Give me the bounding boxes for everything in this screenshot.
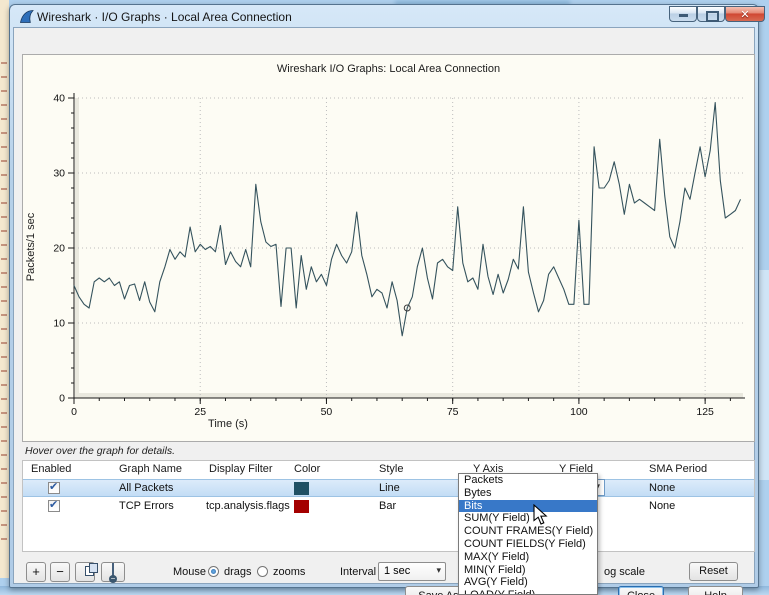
- color-swatch[interactable]: [294, 482, 309, 495]
- mouse-drags-radio[interactable]: [208, 566, 219, 577]
- mouse-label: Mouse: [173, 566, 207, 578]
- graphs-table[interactable]: Enabled Graph Name Display Filter Color …: [22, 460, 755, 552]
- svg-text:10: 10: [53, 318, 65, 330]
- dialog-content: Wireshark I/O Graphs: Local Area Connect…: [13, 27, 755, 595]
- dropdown-item[interactable]: MAX(Y Field): [464, 550, 530, 563]
- dropdown-item[interactable]: Packets: [464, 474, 504, 486]
- col-header-y-field[interactable]: Y Field: [559, 463, 594, 475]
- dropdown-item[interactable]: Bits: [459, 499, 597, 513]
- dropdown-item[interactable]: COUNT FRAMES(Y Field): [464, 525, 594, 538]
- col-header-graph-name[interactable]: Graph Name: [119, 463, 182, 475]
- svg-text:125: 125: [696, 406, 714, 418]
- graph-name-cell[interactable]: All Packets: [119, 482, 174, 494]
- svg-text:0: 0: [59, 393, 65, 405]
- style-cell[interactable]: Line: [379, 482, 400, 494]
- minimize-button[interactable]: [669, 6, 697, 22]
- reset-button[interactable]: Reset: [689, 562, 738, 581]
- chart-panel: Wireshark I/O Graphs: Local Area Connect…: [22, 54, 755, 442]
- interval-combobox[interactable]: 1 sec ▾: [378, 562, 446, 581]
- table-row[interactable]: TCP Errors tcp.analysis.flags Bar None: [23, 498, 754, 516]
- background-bottom-sliver: [0, 586, 769, 595]
- style-cell[interactable]: Bar: [379, 500, 397, 512]
- dropdown-item[interactable]: LOAD(Y Field): [459, 589, 597, 594]
- enabled-checkbox[interactable]: [48, 480, 60, 494]
- col-header-enabled[interactable]: Enabled: [31, 463, 72, 475]
- svg-text:20: 20: [53, 243, 65, 255]
- log-scale-label-clipped[interactable]: og scale: [604, 566, 645, 578]
- background-text-marks: [1, 60, 7, 540]
- titlebar[interactable]: Wireshark · I/O Graphs · Local Area Conn…: [10, 5, 765, 28]
- hover-hint: Hover over the graph for details.: [25, 445, 175, 457]
- y-axis-dropdown-list: Packets Bytes Bits SUM(Y Field) COUNT FR…: [458, 473, 598, 595]
- zooms-label: zooms: [273, 566, 306, 578]
- svg-text:75: 75: [447, 406, 459, 418]
- col-header-display-filter[interactable]: Display Filter: [209, 463, 273, 475]
- dropdown-item[interactable]: SUM(Y Field): [464, 512, 530, 525]
- background-window-left-sliver: [0, 0, 9, 578]
- wireshark-icon: [20, 10, 34, 23]
- io-graph-plot[interactable]: 0 10 20 30 40 0 25 50 75 100 125: [23, 55, 754, 441]
- close-window-button[interactable]: ✕: [725, 6, 765, 22]
- clear-graphs-button[interactable]: [101, 562, 125, 582]
- interval-label: Interval: [340, 566, 377, 578]
- svg-text:100: 100: [570, 406, 588, 418]
- col-header-y-axis[interactable]: Y Axis: [473, 463, 504, 475]
- col-header-style[interactable]: Style: [379, 463, 404, 475]
- col-header-sma-period[interactable]: SMA Period: [649, 463, 708, 475]
- help-button[interactable]: Help: [688, 586, 743, 595]
- svg-text:30: 30: [53, 168, 65, 180]
- sma-period-cell[interactable]: None: [649, 500, 676, 512]
- enabled-checkbox[interactable]: [48, 498, 60, 512]
- remove-graph-button[interactable]: −: [50, 562, 70, 582]
- dropdown-item[interactable]: AVG(Y Field): [464, 576, 528, 589]
- table-header-row: Enabled Graph Name Display Filter Color …: [23, 461, 754, 480]
- table-row[interactable]: All Packets Line None: [23, 479, 754, 497]
- sma-period-cell[interactable]: None: [649, 482, 676, 494]
- clear-list-icon: [112, 563, 114, 580]
- x-axis-label: Time (s): [208, 418, 248, 430]
- svg-text:0: 0: [71, 406, 77, 418]
- svg-text:40: 40: [53, 93, 65, 105]
- mouse-cursor: [533, 504, 548, 525]
- color-swatch[interactable]: [294, 500, 309, 513]
- dropdown-item[interactable]: MIN(Y Field): [464, 563, 526, 576]
- window-title: Wireshark · I/O Graphs · Local Area Conn…: [37, 10, 292, 24]
- close-button[interactable]: Close: [618, 586, 664, 595]
- col-header-color[interactable]: Color: [294, 463, 321, 475]
- maximize-button[interactable]: [697, 6, 725, 22]
- mouse-zooms-radio[interactable]: [257, 566, 268, 577]
- drags-label: drags: [224, 566, 252, 578]
- minimize-icon: [679, 14, 688, 17]
- svg-text:25: 25: [194, 406, 206, 418]
- dropdown-item[interactable]: Bytes: [464, 486, 492, 499]
- close-icon: ✕: [740, 9, 750, 21]
- background-window-right-sliver: [758, 270, 769, 480]
- dropdown-item[interactable]: COUNT FIELDS(Y Field): [464, 537, 586, 550]
- graph-name-cell[interactable]: TCP Errors: [119, 500, 174, 512]
- svg-text:50: 50: [321, 406, 333, 418]
- chart-title: Wireshark I/O Graphs: Local Area Connect…: [276, 63, 501, 75]
- duplicate-graph-button[interactable]: [75, 562, 98, 582]
- add-graph-button[interactable]: +: [26, 562, 46, 582]
- display-filter-cell[interactable]: tcp.analysis.flags: [206, 500, 290, 512]
- interval-value: 1 sec: [384, 565, 411, 577]
- io-graphs-dialog: Wireshark · I/O Graphs · Local Area Conn…: [9, 4, 765, 595]
- chevron-down-icon: ▾: [436, 565, 441, 575]
- maximize-icon: [706, 11, 719, 22]
